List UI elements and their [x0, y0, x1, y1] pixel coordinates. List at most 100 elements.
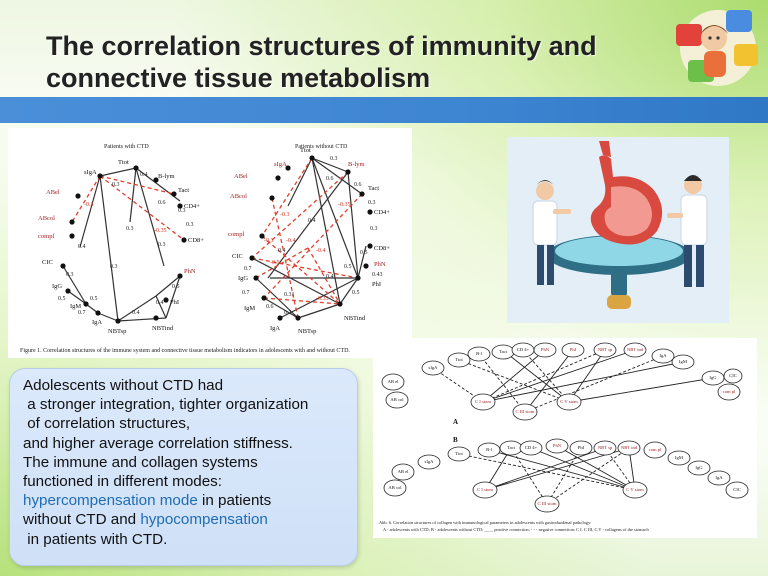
- svg-text:NBTsp: NBTsp: [298, 328, 316, 335]
- svg-text:-0.3: -0.3: [280, 212, 290, 218]
- svg-text:IgM: IgM: [679, 359, 687, 364]
- svg-text:0.7: 0.7: [244, 266, 252, 272]
- svg-text:AB col: AB col: [388, 485, 402, 490]
- svg-text:CIC: CIC: [42, 259, 53, 266]
- svg-text:0.5: 0.5: [58, 296, 66, 302]
- svg-text:0.4: 0.4: [132, 310, 140, 316]
- svg-text:0.5: 0.5: [344, 264, 352, 270]
- svg-text:0.3: 0.3: [186, 222, 194, 228]
- svg-text:ABcol: ABcol: [230, 193, 247, 200]
- svg-text:IgM: IgM: [244, 305, 255, 312]
- fig6-label-b: B: [453, 436, 458, 444]
- fig1-right-heading: Patients without CTD: [295, 144, 348, 150]
- svg-text:IgA: IgA: [715, 475, 723, 480]
- fig1-right-edges: [251, 157, 367, 319]
- title-line-1: The correlation structures of immunity a…: [46, 31, 597, 61]
- svg-text:-0.5: -0.5: [270, 260, 280, 266]
- fig6-b-negative-edges: [458, 447, 636, 505]
- svg-text:-0.4: -0.4: [316, 248, 326, 254]
- fig1-left-node-labels: Ttot B-lym Tact CD4+ CD8+ PhN PhI NBTind…: [38, 159, 204, 335]
- fig6-a-nodes: [381, 342, 743, 421]
- fig1-left-edge-labels: 0.4 0.3 0.3 0.6 0.3 -0.35 -0.3 0.4 0.3 0…: [58, 172, 194, 316]
- svg-text:0.31: 0.31: [284, 292, 295, 298]
- svg-text:NBT ind: NBT ind: [621, 445, 638, 450]
- svg-text:0.5: 0.5: [90, 296, 98, 302]
- svg-text:0.4: 0.4: [78, 244, 86, 250]
- svg-text:0.43: 0.43: [372, 272, 383, 278]
- svg-text:ABcol: ABcol: [38, 215, 55, 222]
- fig1-right-nodes: [249, 155, 373, 321]
- svg-text:B-l: B-l: [486, 447, 493, 452]
- puzzle-decoration-icon: [676, 10, 758, 86]
- svg-text:Ttot: Ttot: [455, 451, 463, 456]
- summary-line-9: in patients with CTD.: [27, 530, 168, 548]
- svg-text:0.5: 0.5: [360, 250, 368, 256]
- svg-text:0.5: 0.5: [172, 284, 180, 290]
- svg-text:0.3: 0.3: [126, 226, 134, 232]
- fig6-label-a: A: [453, 418, 458, 426]
- svg-text:IgA: IgA: [92, 319, 102, 326]
- svg-text:-0.33: -0.33: [316, 296, 329, 302]
- fig1-left-heading: Patients with CTD: [104, 144, 149, 150]
- summary-line-3: of correlation structures,: [27, 415, 191, 433]
- svg-text:PhI: PhI: [570, 347, 577, 352]
- svg-text:0.4: 0.4: [308, 218, 316, 224]
- svg-text:NBTind: NBTind: [344, 315, 366, 322]
- svg-text:-0.3: -0.3: [84, 202, 94, 208]
- svg-text:0.5: 0.5: [352, 290, 360, 296]
- svg-text:-0.4: -0.4: [286, 238, 296, 244]
- svg-text:AB col: AB col: [390, 397, 404, 402]
- svg-text:NBTind: NBTind: [152, 325, 174, 332]
- svg-text:0.3: 0.3: [284, 310, 292, 316]
- svg-text:0.3: 0.3: [330, 156, 338, 162]
- svg-text:0.6: 0.6: [326, 176, 334, 182]
- figure-1-correlation-graphs: Patients with CTD Patients without CTD: [8, 128, 412, 358]
- svg-text:0.6: 0.6: [266, 304, 274, 310]
- svg-text:0.3: 0.3: [66, 272, 74, 278]
- svg-text:-0.35: -0.35: [338, 202, 351, 208]
- fig1-right-node-labels: Ttot B-lym Tact CD4+ CD8+ PhN PhI NBTind…: [228, 147, 390, 335]
- svg-text:CD4+: CD4+: [374, 209, 390, 216]
- svg-text:NBTsp: NBTsp: [108, 328, 126, 335]
- svg-text:0.4: 0.4: [140, 172, 148, 178]
- svg-text:com pl: com pl: [649, 447, 662, 452]
- svg-text:sIgA: sIgA: [429, 365, 439, 370]
- svg-text:0.3: 0.3: [110, 264, 118, 270]
- svg-text:sIgA: sIgA: [274, 161, 287, 168]
- summary-textbox: Adolescents without CTD had a stronger i…: [9, 368, 358, 566]
- title-line-2: connective tissue metabolism: [46, 63, 431, 93]
- summary-line-4: and higher average correlation stiffness…: [23, 434, 293, 452]
- svg-text:0.7: 0.7: [78, 310, 86, 316]
- hypocompensation-highlight: hypocompensation: [140, 511, 268, 529]
- svg-text:PhN: PhN: [541, 347, 550, 352]
- svg-text:0.3: 0.3: [178, 208, 186, 214]
- svg-text:IgA: IgA: [659, 353, 667, 358]
- svg-text:PhI: PhI: [170, 299, 179, 306]
- svg-text:Ttot: Ttot: [118, 159, 129, 166]
- svg-text:PhI: PhI: [372, 281, 381, 288]
- svg-text:CD4+: CD4+: [184, 203, 200, 210]
- fig6-caption-line-2: A - adolescents with CTD; B - adolescent…: [383, 527, 649, 533]
- svg-text:Ttot: Ttot: [455, 357, 463, 362]
- svg-text:PhN: PhN: [374, 261, 386, 268]
- svg-text:B-lym: B-lym: [348, 161, 365, 168]
- svg-text:com pl: com pl: [723, 389, 736, 394]
- svg-text:NBT ind: NBT ind: [627, 347, 644, 352]
- svg-text:ABel: ABel: [234, 173, 248, 180]
- svg-text:Tact: Tact: [368, 185, 379, 192]
- slide-title: The correlation structures of immunity a…: [46, 30, 676, 94]
- svg-text:C I stom: C I stom: [475, 399, 491, 404]
- svg-text:C III stom: C III stom: [516, 409, 535, 414]
- summary-line-2: a stronger integration, tighter organiza…: [27, 396, 309, 414]
- svg-text:CIC: CIC: [232, 253, 243, 260]
- svg-text:0.3: 0.3: [112, 182, 120, 188]
- svg-text:C V stom: C V stom: [560, 399, 578, 404]
- svg-text:IgG: IgG: [709, 375, 717, 380]
- svg-text:sIgA: sIgA: [84, 169, 97, 176]
- stomach-illustration-icon: [507, 137, 729, 323]
- svg-text:0.4: 0.4: [326, 274, 334, 280]
- svg-text:0.3: 0.3: [370, 226, 378, 232]
- svg-text:IgG: IgG: [238, 275, 248, 282]
- svg-text:CIC: CIC: [733, 487, 741, 492]
- summary-line-7: hypercompensation mode in patients: [23, 492, 272, 510]
